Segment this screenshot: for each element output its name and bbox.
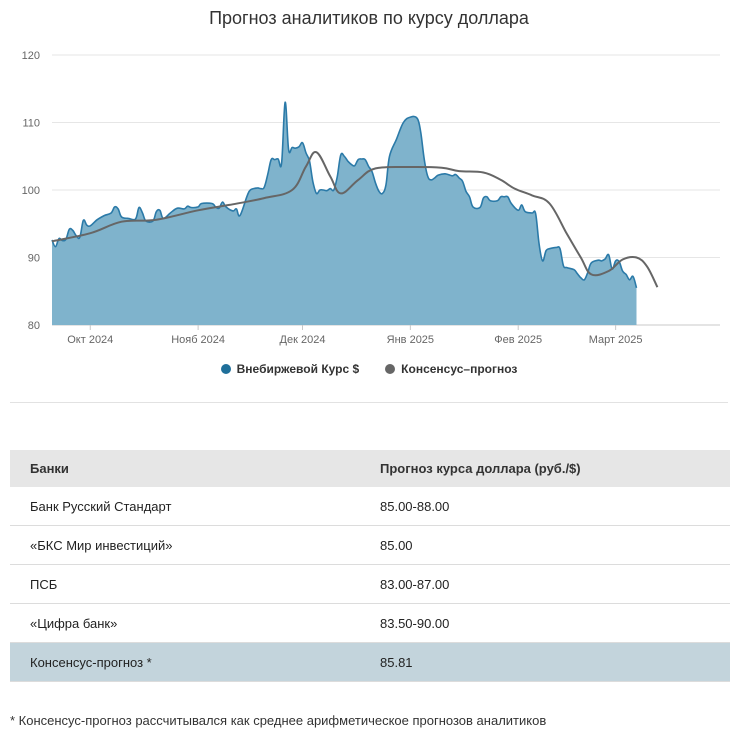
- x-tick-label: Март 2025: [589, 334, 643, 346]
- table-cell-bank: «БКС Мир инвестиций»: [10, 525, 360, 565]
- y-tick-label: 120: [22, 50, 40, 62]
- table-header-banks: Банки: [10, 450, 360, 487]
- footnote: * Консенсус-прогноз рассчитывался как ср…: [10, 713, 547, 728]
- x-tick-label: Фев 2025: [494, 334, 542, 346]
- table-row-consensus: Консенсус-прогноз * 85.81: [10, 642, 730, 682]
- table-cell-bank: Банк Русский Стандарт: [10, 487, 360, 526]
- legend-item-rate[interactable]: Внебиржевой Курс $: [220, 362, 360, 376]
- chart-container: Прогноз аналитиков по курсу доллара 80 90…: [0, 8, 738, 376]
- table-cell-consensus-value: 85.81: [360, 642, 730, 682]
- table-row: ПСБ 83.00-87.00: [10, 564, 730, 604]
- y-tick-label: 110: [22, 118, 40, 130]
- table-row: «БКС Мир инвестиций» 85.00: [10, 525, 730, 565]
- legend-label-rate: Внебиржевой Курс $: [236, 362, 360, 376]
- table-cell-forecast: 85.00: [360, 525, 730, 565]
- chart-legend: Внебиржевой Курс $ Консенсус–прогноз: [0, 362, 738, 376]
- y-tick-label: 80: [28, 320, 40, 332]
- legend-item-consensus[interactable]: Консенсус–прогноз: [385, 362, 517, 376]
- table-cell-bank: ПСБ: [10, 564, 360, 604]
- x-tick-label: Окт 2024: [67, 334, 113, 346]
- chart-title: Прогноз аналитиков по курсу доллара: [209, 8, 529, 28]
- series-area-rate-line[interactable]: [51, 101, 638, 289]
- x-tick-label: Нояб 2024: [171, 334, 225, 346]
- table-cell-forecast: 83.00-87.00: [360, 564, 730, 604]
- legend-marker-rate-icon: [220, 364, 231, 374]
- table-cell-forecast: 85.00-88.00: [360, 487, 730, 526]
- table-cell-consensus-label: Консенсус-прогноз *: [10, 642, 360, 682]
- legend-label-consensus: Консенсус–прогноз: [401, 362, 518, 376]
- forecast-table: Банки Прогноз курса доллара (руб./$) Бан…: [10, 450, 730, 682]
- area-layer: [51, 101, 638, 326]
- y-tick-label: 100: [22, 185, 40, 197]
- y-tick-label: 90: [28, 253, 40, 265]
- x-tick-label: Янв 2025: [387, 334, 434, 346]
- series-area-rate-fill: [52, 102, 637, 326]
- x-tick-label: Дек 2024: [280, 334, 326, 346]
- table-row: «Цифра банк» 83.50-90.00: [10, 603, 730, 643]
- section-divider: [10, 402, 728, 403]
- table-cell-forecast: 83.50-90.00: [360, 603, 730, 643]
- legend-marker-consensus-icon: [385, 364, 396, 374]
- table-cell-bank: «Цифра банк»: [10, 603, 360, 643]
- line-layer: [51, 151, 659, 288]
- axis-layer: 80 90 100 110 120 Окт 2024 Нояб 2024 Дек 2024 Ян…: [22, 50, 643, 346]
- table-header-forecast: Прогноз курса доллара (руб./$): [360, 450, 730, 487]
- series-line-consensus[interactable]: [51, 151, 659, 288]
- chart-svg: 80 90 100 110 120 Окт 2024 Нояб 2024 Дек 2024 Ян…: [22, 50, 720, 346]
- table-header-row: Банки Прогноз курса доллара (руб./$): [10, 450, 730, 487]
- table-row: Банк Русский Стандарт 85.00-88.00: [10, 487, 730, 526]
